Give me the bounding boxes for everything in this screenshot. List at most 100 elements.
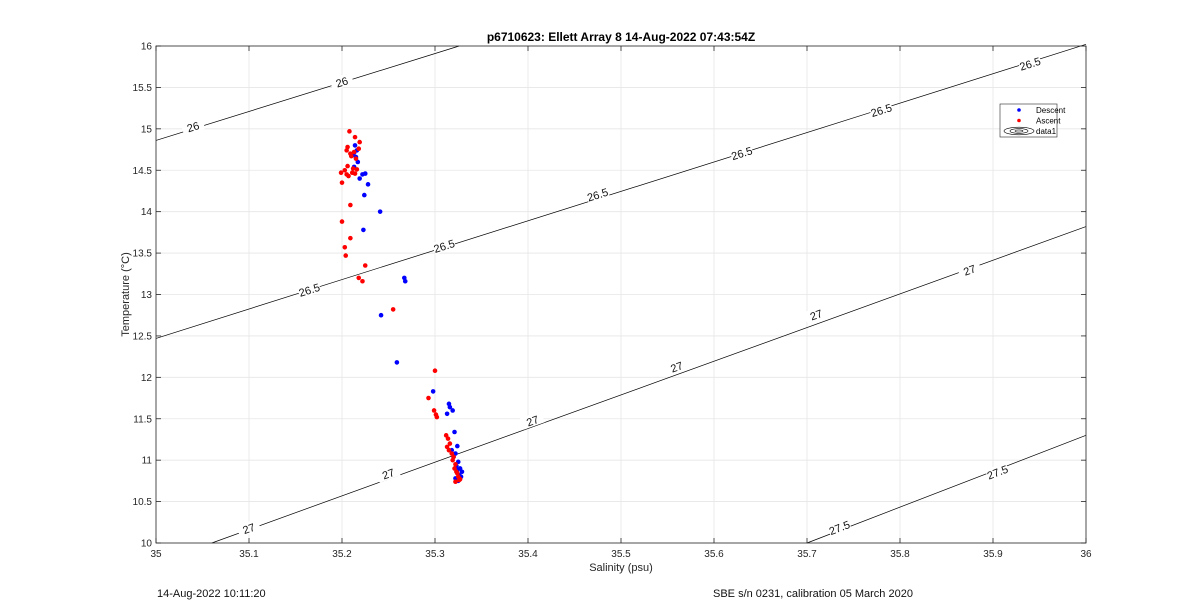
contour-label: 27 xyxy=(236,518,262,538)
x-tick-label: 35.5 xyxy=(611,549,631,560)
density-contours: 262626.526.526.526.526.526.5272727272727… xyxy=(155,44,1087,544)
contour-label-background xyxy=(375,463,401,483)
descent-point xyxy=(362,192,367,198)
y-axis-label: Temperature (°C) xyxy=(120,252,132,336)
descent-point xyxy=(361,227,366,233)
descent-point xyxy=(402,278,408,284)
contour-label-background xyxy=(519,410,545,430)
ascent-point xyxy=(434,414,440,420)
legend-descent-marker xyxy=(1017,108,1021,112)
descent-point xyxy=(452,429,457,435)
contour-line xyxy=(806,434,1087,544)
y-tick-label: 12 xyxy=(141,373,153,384)
descent-point xyxy=(459,469,465,475)
legend-descent-label: Descent xyxy=(1036,106,1066,115)
ascent-point xyxy=(350,166,356,171)
contour-label-background xyxy=(329,72,354,91)
ascent-point xyxy=(339,219,345,224)
y-tick-label: 13.5 xyxy=(133,249,153,260)
ascent-point xyxy=(353,156,359,161)
contour-line xyxy=(155,45,460,141)
contour-label-text: 26 xyxy=(335,75,350,90)
ascent-point xyxy=(339,180,345,185)
legend-box xyxy=(999,103,1058,138)
contour-label-background xyxy=(296,280,322,299)
ascent-point xyxy=(346,173,351,179)
ascent-point xyxy=(356,146,362,152)
contour-label-background xyxy=(1017,54,1043,73)
y-tick-label: 15 xyxy=(141,124,153,135)
footer-timestamp: 14-Aug-2022 10:11:20 xyxy=(157,588,266,600)
ascent-point xyxy=(351,149,357,155)
contour-label-background xyxy=(585,185,610,204)
x-tick-label: 35.2 xyxy=(332,549,352,560)
descent-point xyxy=(430,389,436,394)
legend-ascent-label: Ascent xyxy=(1036,117,1061,126)
ascent-point xyxy=(343,253,349,258)
y-tick-label: 14.5 xyxy=(133,166,153,177)
legend-data1-label: data1 xyxy=(1036,127,1057,136)
x-tick-label: 35.6 xyxy=(704,549,724,560)
ascent-point xyxy=(453,479,458,485)
contour-label: 26 xyxy=(329,72,354,91)
descent-point xyxy=(377,209,383,214)
ascent-point xyxy=(357,139,362,145)
x-tick-label: 35.9 xyxy=(983,549,1003,560)
descent-point xyxy=(394,360,400,365)
x-tick-label: 35.3 xyxy=(425,549,445,560)
contour-label: 27 xyxy=(957,260,982,279)
descent-point xyxy=(362,171,368,176)
ascent-point xyxy=(345,163,350,169)
ascent-point xyxy=(426,395,431,401)
ascent-point xyxy=(342,167,348,173)
ascent-point xyxy=(453,462,458,467)
contour-label-background xyxy=(868,100,894,119)
y-tick-label: 16 xyxy=(141,42,153,53)
x-tick-label: 35.7 xyxy=(797,549,817,560)
ascent-point xyxy=(446,447,452,453)
descent-point xyxy=(450,408,455,413)
y-tick-label: 14 xyxy=(141,207,153,218)
ascent-point xyxy=(362,263,368,268)
descent-point xyxy=(455,443,460,449)
y-tick-label: 10.5 xyxy=(133,497,153,508)
ascent-point xyxy=(450,457,455,463)
x-tick-label: 35.8 xyxy=(890,549,910,560)
descent-point xyxy=(352,143,358,148)
x-tick-label: 36 xyxy=(1080,549,1092,560)
y-tick-label: 11.5 xyxy=(133,414,152,425)
contour-label-background xyxy=(180,117,206,136)
ascent-point xyxy=(344,148,349,153)
data-points xyxy=(338,129,465,485)
contour-label-background xyxy=(431,236,457,255)
contour-label-text: 27 xyxy=(962,263,978,278)
y-tick-label: 10 xyxy=(141,539,153,550)
ascent-point xyxy=(348,202,353,208)
contour-label: 27 xyxy=(375,463,401,483)
y-tick-label: 11 xyxy=(142,456,153,467)
contour-label: 26 xyxy=(180,117,206,136)
ascent-point xyxy=(390,307,396,312)
ascent-point xyxy=(356,275,362,281)
y-tick-label: 15.5 xyxy=(133,83,153,94)
ascent-point xyxy=(360,278,365,284)
contour-label-text: 27 xyxy=(669,360,685,375)
contour-label-background xyxy=(826,517,852,537)
footer-calibration: SBE s/n 0231, calibration 05 March 2020 xyxy=(713,588,913,600)
contour-label-background xyxy=(236,518,262,538)
descent-point xyxy=(444,411,450,417)
contour-label-text: 27 xyxy=(809,308,825,323)
descent-point xyxy=(378,312,384,318)
ascent-point xyxy=(354,167,360,172)
descent-point xyxy=(357,176,362,181)
ascent-point xyxy=(432,368,438,374)
ascent-point xyxy=(348,235,353,241)
ascent-point xyxy=(352,171,358,176)
y-tick-label: 13 xyxy=(141,290,153,301)
x-tick-label: 35.4 xyxy=(518,549,538,560)
contour-label: 27 xyxy=(664,357,689,376)
ascent-point xyxy=(342,244,348,250)
contour-label-background xyxy=(984,462,1010,482)
contour-label: 27 xyxy=(803,304,829,324)
